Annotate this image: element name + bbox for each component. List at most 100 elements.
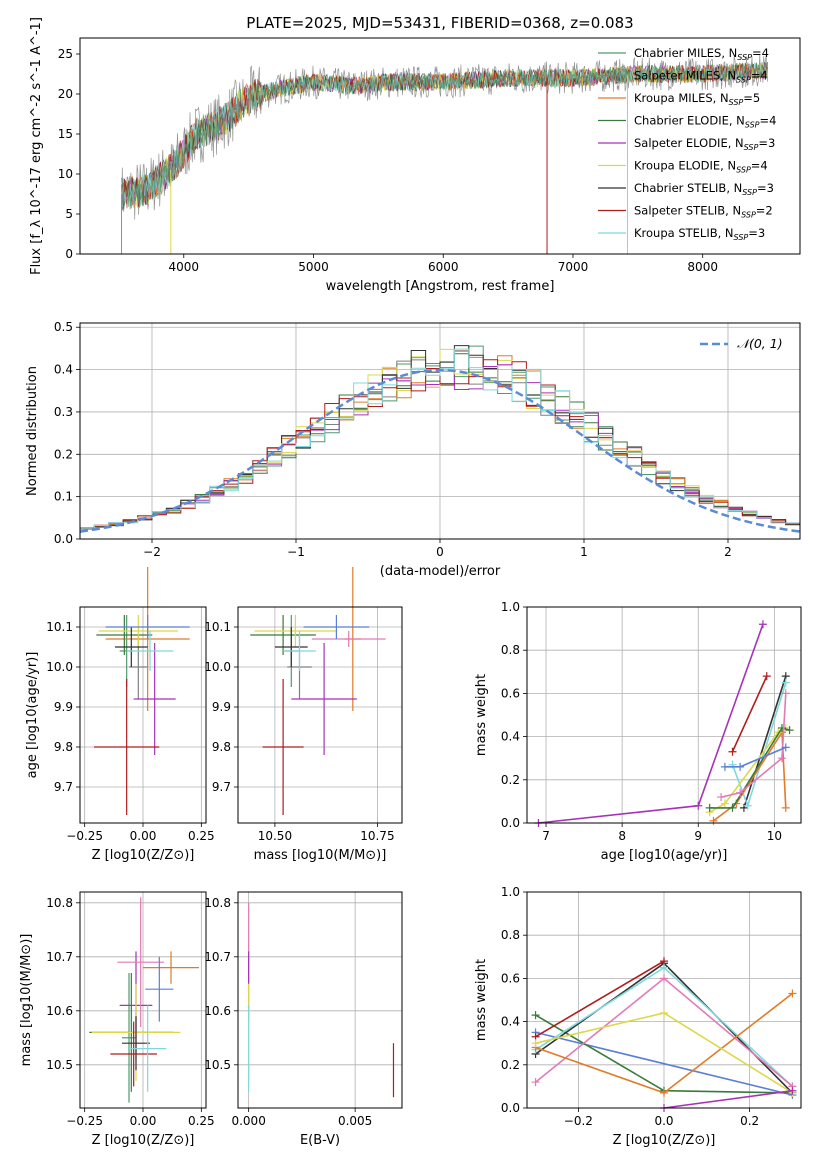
legend-entry: Chabrier ELODIE, NSSP=4 — [634, 114, 776, 130]
y-tick-label: 0.6 — [501, 971, 520, 985]
legend-entry: Chabrier MILES, NSSP=4 — [634, 46, 769, 62]
x-tick-label: 4000 — [169, 260, 200, 274]
data-point — [781, 689, 790, 698]
data-point — [758, 620, 767, 629]
y-tick-label: 5 — [65, 207, 73, 221]
y-tick-label: 15 — [58, 127, 73, 141]
y-axis-label: mass weight — [474, 959, 489, 1041]
y-tick-label: 0.0 — [501, 816, 520, 830]
data-point — [781, 678, 790, 687]
legend-entry: Kroupa MILES, NSSP=5 — [634, 91, 760, 107]
x-tick-label: −0.25 — [66, 1114, 103, 1128]
histogram-step-line — [80, 348, 800, 530]
x-tick-label: −1 — [287, 545, 305, 559]
y-tick-label: 0 — [65, 247, 73, 261]
plot-frame — [79, 891, 207, 1109]
data-point — [720, 762, 729, 771]
data-point — [781, 743, 790, 752]
x-tick-label: 0.00 — [130, 829, 157, 843]
legend-entry: 𝒩(0, 1) — [737, 336, 783, 351]
data-point — [781, 803, 790, 812]
data-point — [736, 762, 745, 771]
data-point — [660, 963, 668, 972]
y-tick-label: 0.2 — [54, 447, 73, 461]
plot-frame — [79, 322, 801, 540]
data-point — [709, 816, 718, 825]
legend-entry: Salpeter ELODIE, NSSP=3 — [634, 136, 775, 152]
legend-entry: Chabrier STELIB, NSSP=3 — [634, 181, 774, 197]
x-tick-label: 0.00 — [130, 1114, 157, 1128]
x-tick-label: 0.2 — [740, 1114, 759, 1128]
y-tick-label: 0.4 — [54, 363, 73, 377]
y-tick-label: 0.5 — [54, 320, 73, 334]
x-tick-label: 7 — [542, 829, 550, 843]
y-tick-label: 10.7 — [204, 950, 231, 964]
y-tick-label: 9.7 — [54, 780, 73, 794]
y-tick-label: 0.0 — [501, 1101, 520, 1115]
y-tick-label: 10.1 — [204, 620, 231, 634]
data-point — [728, 803, 737, 812]
x-axis-label: wavelength [Angstrom, rest frame] — [326, 279, 555, 294]
series-line — [713, 729, 787, 822]
x-tick-label: 0 — [436, 545, 444, 559]
x-tick-label: 5000 — [298, 260, 329, 274]
x-tick-label: 8 — [618, 829, 626, 843]
plot-frame — [79, 37, 801, 255]
y-tick-label: 0.8 — [501, 928, 520, 942]
series-line — [535, 1031, 793, 1096]
data-point — [717, 793, 726, 802]
y-tick-label: 1.0 — [501, 885, 520, 899]
series-line — [709, 727, 790, 809]
y-axis-label: mass weight — [474, 674, 489, 756]
y-tick-label: 0.1 — [54, 490, 73, 504]
data-point — [736, 788, 745, 797]
y-tick-label: 10 — [58, 167, 73, 181]
y-tick-label: 25 — [58, 47, 73, 61]
x-tick-label: 8000 — [687, 260, 718, 274]
x-tick-label: −0.2 — [564, 1114, 593, 1128]
y-tick-label: 0.2 — [501, 1058, 520, 1072]
y-tick-label: 10.8 — [46, 896, 73, 910]
figure-title: PLATE=2025, MJD=53431, FIBERID=0368, z=0… — [246, 14, 633, 32]
plot-frame — [79, 606, 207, 824]
x-tick-label: 1 — [580, 545, 588, 559]
x-axis-label: (data-model)/error — [380, 564, 501, 579]
y-tick-label: 9.7 — [212, 780, 231, 794]
series-line — [538, 624, 764, 824]
x-tick-label: 0.000 — [231, 1114, 265, 1128]
x-tick-label: 7000 — [558, 260, 589, 274]
data-point — [777, 754, 786, 763]
y-axis-label: mass [log10(M/M⊙)] — [19, 934, 34, 1067]
x-tick-label: −2 — [143, 545, 161, 559]
y-tick-label: 9.8 — [212, 740, 231, 754]
y-tick-label: 20 — [58, 87, 73, 101]
data-point — [694, 801, 703, 810]
y-axis-label: age [log10(age/yr)] — [25, 652, 40, 779]
y-tick-label: 0.4 — [501, 1015, 520, 1029]
series-line — [663, 1089, 793, 1109]
data-point — [777, 723, 786, 732]
x-tick-label: −0.25 — [66, 829, 103, 843]
x-axis-label: mass [log10(M/M⊙)] — [254, 848, 387, 863]
plot-frame — [526, 606, 802, 824]
y-axis-label: Flux [f_λ 10^-17 erg cm^-2 s^-1 A^-1] — [29, 17, 44, 275]
x-tick-label: 10 — [767, 829, 782, 843]
spectrum-line-salpeter-stelib — [121, 62, 768, 209]
y-tick-label: 10.5 — [46, 1058, 73, 1072]
legend-entry: Kroupa STELIB, NSSP=3 — [634, 226, 765, 242]
x-tick-label: 9 — [694, 829, 702, 843]
x-tick-label: 0.25 — [188, 829, 215, 843]
x-axis-label: Z [log10(Z/Z⊙)] — [613, 1133, 716, 1148]
series-line — [731, 675, 768, 753]
data-point — [788, 989, 797, 998]
y-tick-label: 10.0 — [204, 660, 231, 674]
y-tick-label: 10.7 — [46, 950, 73, 964]
data-point — [785, 726, 794, 735]
y-tick-label: 10.8 — [204, 896, 231, 910]
y-tick-label: 10.1 — [46, 620, 73, 634]
data-point — [660, 974, 668, 983]
data-point — [788, 1086, 797, 1095]
legend-entry: Kroupa ELODIE, NSSP=4 — [634, 159, 768, 175]
y-tick-label: 9.9 — [212, 700, 231, 714]
